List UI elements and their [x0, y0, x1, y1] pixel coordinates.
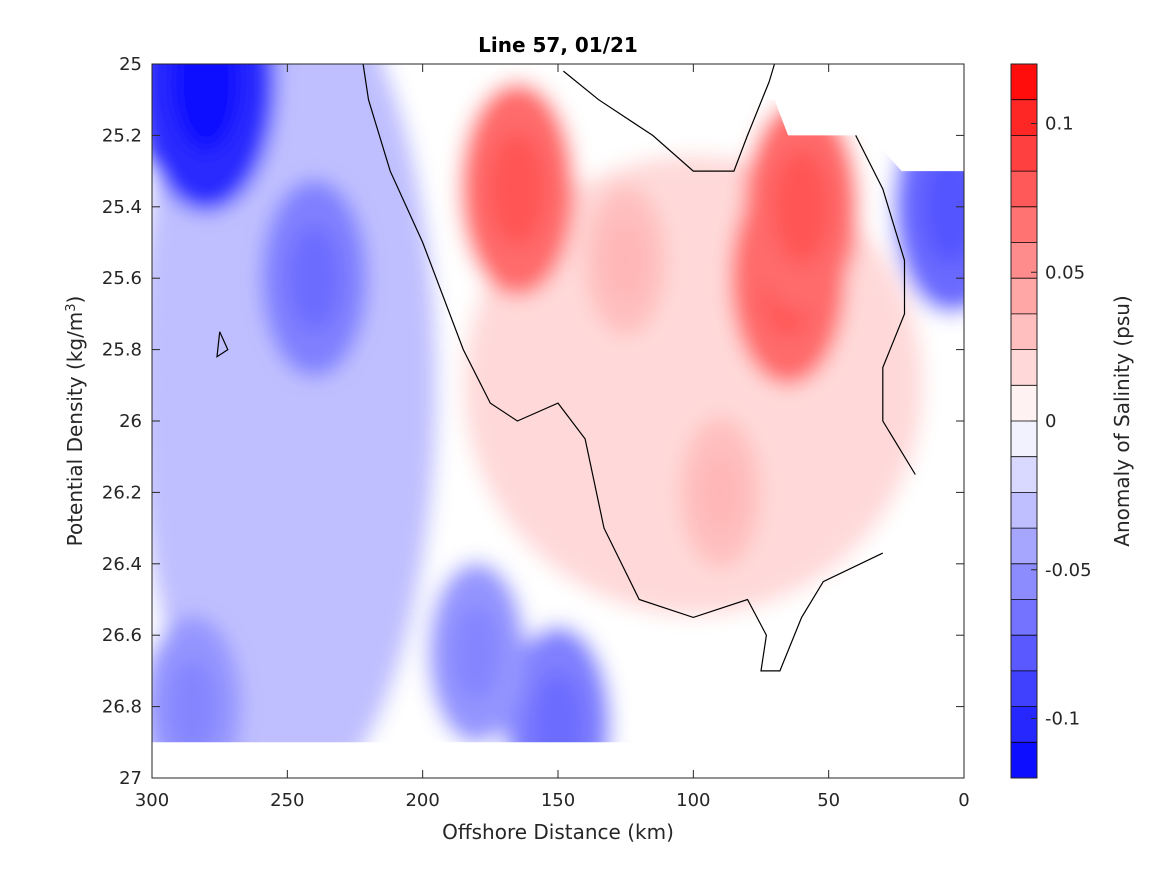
y-tick-label: 25	[119, 54, 142, 75]
colorbar-segment	[1011, 313, 1037, 351]
plot-area	[151, 63, 965, 779]
y-tick-label: 25.6	[102, 268, 142, 289]
y-tick-label: 26	[119, 411, 142, 432]
y-tick-label: 25.4	[102, 197, 142, 218]
colorbar-segment	[1011, 64, 1037, 101]
y-tick-label: 26.4	[102, 554, 142, 575]
colorbar-segment	[1011, 528, 1037, 565]
y-axis-label-close: )	[63, 296, 87, 304]
colorbar-segment	[1011, 670, 1037, 708]
zero-contour-segment	[855, 135, 916, 475]
x-tick-label: 300	[135, 790, 169, 811]
zero-contour-segment	[563, 64, 776, 172]
colorbar-segment	[1011, 278, 1037, 315]
x-tick-label: 50	[817, 790, 840, 811]
colorbar-tick-label: -0.1	[1045, 709, 1080, 730]
colorbar-segment	[1011, 135, 1037, 172]
x-axis: 300 250 200 150 100 50 0	[135, 64, 970, 811]
colorbar-segment	[1011, 171, 1037, 208]
y-tick-label: 26.2	[102, 482, 142, 503]
colorbar-segment	[1011, 206, 1037, 243]
zero-contour-line	[216, 64, 916, 672]
colorbar-tick-label: 0	[1045, 411, 1056, 432]
colorbar-segment	[1011, 635, 1037, 672]
colorbar	[1010, 63, 1038, 779]
x-tick-label: 0	[958, 790, 969, 811]
y-tick-label: 26.8	[102, 697, 142, 718]
colorbar-segment	[1011, 242, 1037, 279]
y-axis-label-main: Potential Density (kg/m	[63, 312, 87, 547]
y-axis: 25 25.2 25.4 25.6 25.8 26 26.2 26.4 26.6 26.8 27	[102, 54, 964, 789]
colorbar-ticks: 0.1 0.05 0 -0.05 -0.1	[1031, 114, 1092, 730]
colorbar-segment	[1011, 706, 1037, 743]
zero-contour-segment	[362, 64, 884, 672]
colorbar-segment	[1011, 421, 1037, 458]
x-tick-label: 100	[676, 790, 710, 811]
chart-title: Line 57, 01/21	[478, 33, 638, 57]
colorbar-tick-label: 0.1	[1045, 114, 1074, 135]
y-tick-label: 26.6	[102, 625, 142, 646]
colorbar-label: Anomaly of Salinity (psu)	[1110, 295, 1134, 546]
anomaly-field	[152, 64, 964, 778]
y-axis-label-sup: 3	[64, 303, 79, 311]
colorbar-tick-label: -0.05	[1045, 560, 1092, 581]
colorbar-segment	[1011, 349, 1037, 386]
colorbar-segment	[1011, 599, 1037, 636]
x-tick-label: 150	[541, 790, 575, 811]
colorbar-tick-label: 0.05	[1045, 262, 1085, 283]
x-tick-label: 200	[405, 790, 439, 811]
zero-contour-segment	[216, 331, 229, 358]
colorbar-segment	[1011, 456, 1037, 493]
y-axis-label: Potential Density (kg/m3)	[63, 296, 87, 547]
colorbar-segment	[1011, 385, 1037, 422]
y-tick-label: 25.2	[102, 125, 142, 146]
colorbar-segment	[1011, 492, 1037, 529]
x-axis-label: Offshore Distance (km)	[442, 820, 674, 844]
colorbar-segment	[1011, 563, 1037, 600]
colorbar-segment	[1011, 99, 1037, 136]
x-tick-label: 250	[270, 790, 304, 811]
y-tick-label: 27	[119, 768, 142, 789]
colorbar-segment	[1011, 742, 1037, 779]
y-tick-label: 25.8	[102, 340, 142, 361]
